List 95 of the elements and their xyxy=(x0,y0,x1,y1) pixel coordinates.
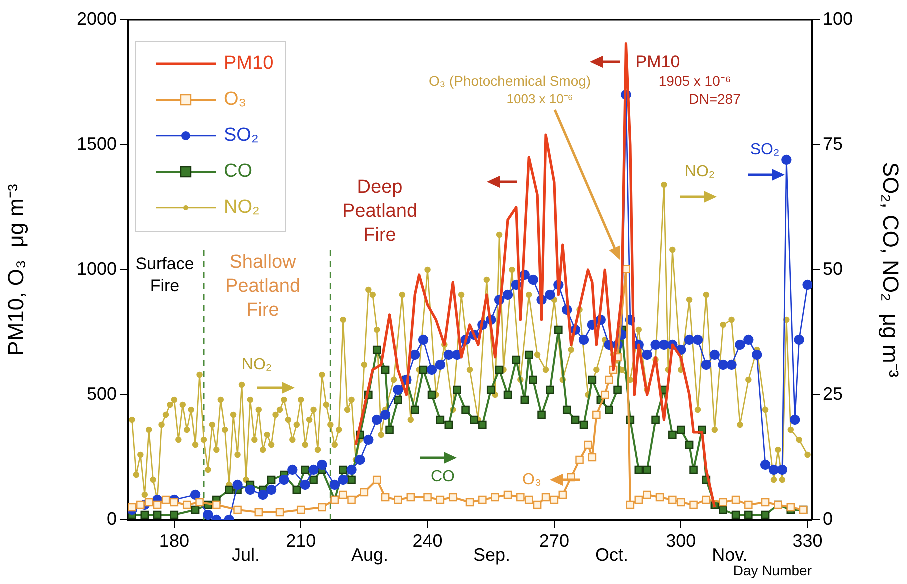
text: Jul. xyxy=(232,544,260,565)
point xyxy=(360,488,369,497)
point xyxy=(276,508,284,517)
y2-tick-label: 25 xyxy=(823,384,844,404)
annotation: O₃ (Photochemical Smog) xyxy=(428,72,592,89)
x-tick-label: 330 xyxy=(792,530,823,551)
point xyxy=(542,493,550,502)
annotation: 1905 x 10⁻⁶ xyxy=(658,72,732,89)
point xyxy=(634,496,644,504)
text: Aug. xyxy=(351,544,389,565)
annotation: SO₂ xyxy=(750,141,780,158)
x-axis-title: Day Number xyxy=(733,562,812,578)
point xyxy=(196,498,204,507)
y-tick-label: 0 xyxy=(106,508,117,529)
point xyxy=(761,498,770,507)
point xyxy=(254,508,264,517)
point xyxy=(424,493,432,502)
point xyxy=(478,496,487,504)
point xyxy=(668,496,677,504)
point xyxy=(558,490,568,500)
point xyxy=(504,490,512,500)
point xyxy=(153,500,162,510)
point xyxy=(524,496,534,504)
x-tick-label: 210 xyxy=(286,530,316,551)
point xyxy=(170,498,179,507)
y-tick-label: 1000 xyxy=(76,258,117,279)
text: Nov. xyxy=(712,544,748,565)
point xyxy=(448,493,458,502)
y2-axis-title: SO₂, CO, NO₂ μg m⁻³ xyxy=(878,162,904,378)
point xyxy=(576,456,584,464)
point xyxy=(128,503,136,512)
annotation: O₃ xyxy=(522,471,542,488)
y2-tick-label: 75 xyxy=(823,134,844,154)
annotation: CO xyxy=(431,468,455,486)
point xyxy=(643,490,652,500)
y2-tick-label: 100 xyxy=(823,8,854,29)
point xyxy=(600,390,610,400)
point xyxy=(339,490,348,500)
point xyxy=(162,496,170,504)
point xyxy=(182,500,192,510)
point xyxy=(605,376,614,384)
point xyxy=(381,493,390,502)
point xyxy=(394,496,402,504)
legend-label: CO xyxy=(224,161,252,182)
point xyxy=(516,493,525,502)
point xyxy=(348,496,356,504)
point xyxy=(212,500,221,510)
point xyxy=(719,498,728,507)
point xyxy=(588,453,597,462)
annotation: PM10 xyxy=(636,52,680,72)
y-tick-label: 500 xyxy=(86,384,117,404)
point xyxy=(732,496,740,504)
point xyxy=(372,476,382,484)
point xyxy=(533,500,542,510)
annotation: Surface Fire xyxy=(136,254,194,296)
point xyxy=(466,498,474,507)
legend-label: SO₂ xyxy=(224,125,259,146)
point xyxy=(550,496,559,504)
point xyxy=(584,440,592,450)
point xyxy=(626,500,635,510)
point xyxy=(491,493,500,502)
point xyxy=(690,500,698,510)
x-tick-label: 180 xyxy=(159,530,190,551)
point xyxy=(318,503,326,512)
annotation: 1003 x 10⁻⁶ xyxy=(506,92,574,107)
y2-tick-label: 0 xyxy=(823,508,834,529)
annotation: DN=287 xyxy=(689,90,742,107)
annotation: NO₂ xyxy=(242,356,272,374)
point xyxy=(234,506,242,514)
point xyxy=(296,506,306,514)
point xyxy=(676,498,686,507)
point xyxy=(786,503,796,512)
point xyxy=(406,493,416,502)
y-tick-label: 2000 xyxy=(76,8,117,29)
y2-tick-label: 50 xyxy=(823,258,844,279)
point xyxy=(656,493,664,502)
y-axis-title: PM10, O₃ μg m⁻³ xyxy=(3,184,28,356)
text: Sep. xyxy=(473,544,511,565)
annotation: NO₂ xyxy=(684,163,716,180)
point xyxy=(744,500,753,510)
annotation: Deep Peatland Fire xyxy=(342,177,418,246)
legend-label: PM10 xyxy=(224,53,274,74)
text: Oct. xyxy=(595,544,629,565)
y-tick-label: 1500 xyxy=(76,134,117,154)
x-tick-label: 270 xyxy=(539,530,570,551)
point xyxy=(136,500,145,510)
point xyxy=(702,496,711,504)
x-tick-label: 240 xyxy=(412,530,443,551)
point xyxy=(592,410,601,420)
legend-label: NO₂ xyxy=(224,197,260,218)
point xyxy=(144,498,154,507)
x-tick-label: 300 xyxy=(666,530,696,551)
legend-label: O₃ xyxy=(224,89,247,110)
annotation: Shallow Peatland Fire xyxy=(225,252,301,322)
point xyxy=(436,496,445,504)
